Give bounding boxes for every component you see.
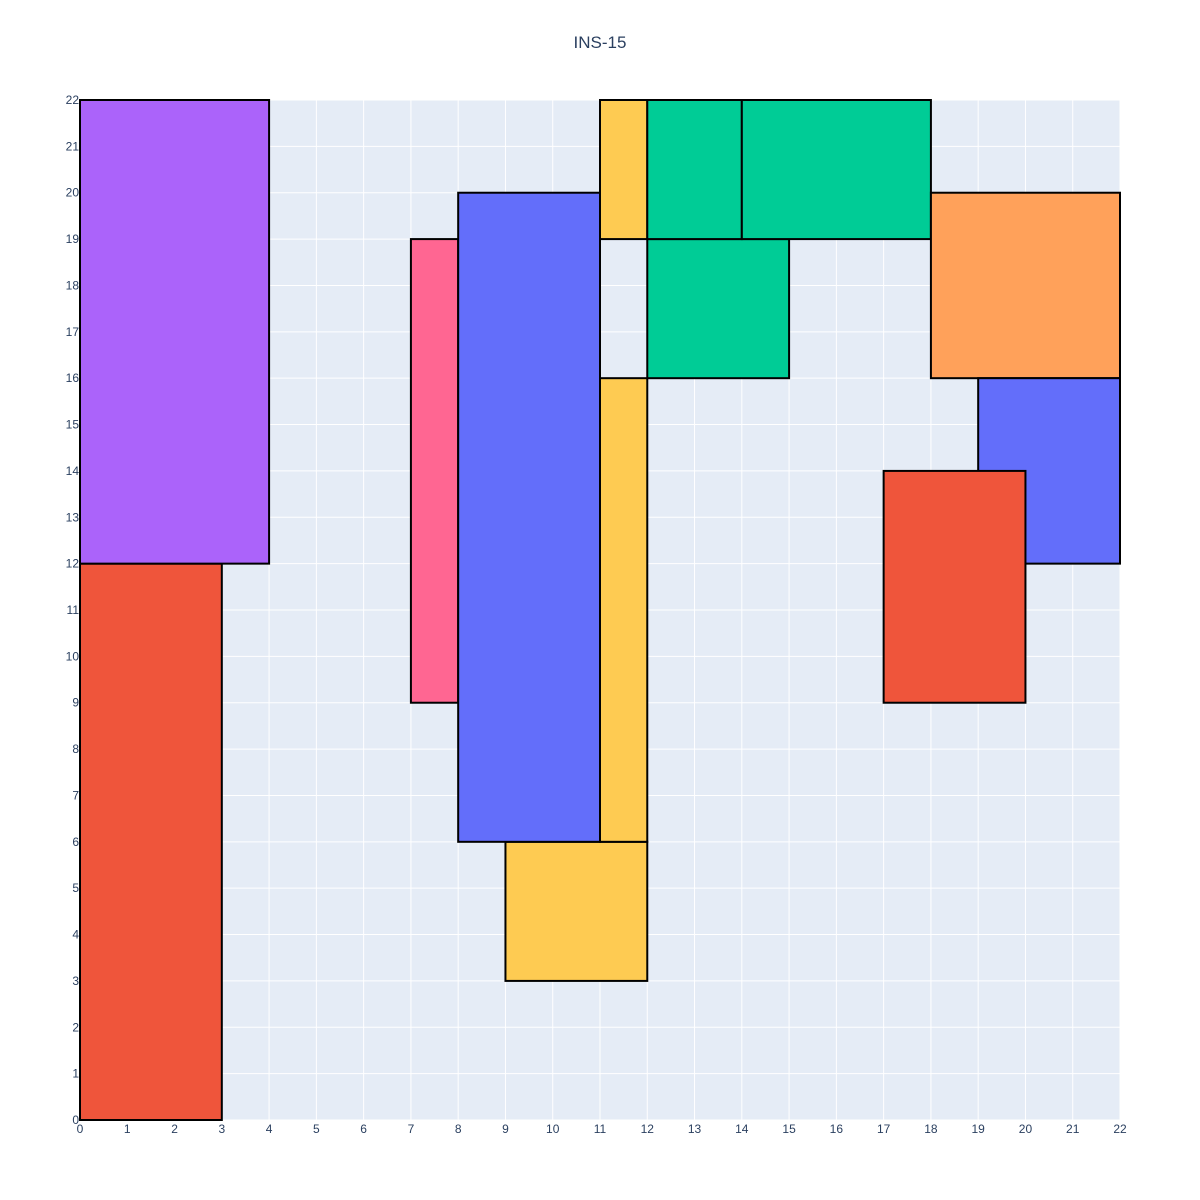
y-tick-label: 22 bbox=[66, 93, 80, 107]
rectangle-11 bbox=[929, 191, 1122, 380]
y-tick-label: 6 bbox=[72, 835, 79, 849]
x-tick-label: 1 bbox=[124, 1122, 131, 1136]
x-tick-label: 11 bbox=[594, 1122, 607, 1136]
y-tick-label: 5 bbox=[72, 881, 79, 895]
rectangle-10 bbox=[740, 99, 932, 241]
rectangle-1 bbox=[79, 562, 223, 1121]
rectangle-3 bbox=[409, 238, 460, 704]
x-tick-label: 4 bbox=[266, 1122, 273, 1136]
x-tick-label: 3 bbox=[218, 1122, 225, 1136]
y-tick-label: 15 bbox=[66, 418, 80, 432]
rectangle-2 bbox=[79, 99, 271, 565]
x-tick-label: 7 bbox=[408, 1122, 415, 1136]
y-tick-label: 2 bbox=[72, 1020, 79, 1034]
rectangle-5 bbox=[599, 377, 649, 843]
x-tick-label: 10 bbox=[546, 1122, 560, 1136]
y-tick-label: 17 bbox=[66, 325, 80, 339]
y-tick-label: 21 bbox=[66, 139, 80, 153]
rectangle-6 bbox=[457, 191, 601, 843]
x-tick-label: 5 bbox=[313, 1122, 320, 1136]
x-tick-label: 0 bbox=[77, 1122, 84, 1136]
y-tick-label: 3 bbox=[72, 974, 79, 988]
x-tick-label: 12 bbox=[641, 1122, 655, 1136]
x-axis: 0 1 2 3 4 5 6 7 8 9 10 11 12 13 14 15 16 17 18 19 20 21 22 bbox=[77, 1122, 1127, 1136]
y-tick-label: 4 bbox=[72, 928, 79, 942]
x-tick-label: 22 bbox=[1113, 1122, 1127, 1136]
y-tick-label: 16 bbox=[66, 371, 80, 385]
y-tick-label: 12 bbox=[66, 557, 80, 571]
rectangle-7 bbox=[599, 99, 649, 241]
x-tick-label: 6 bbox=[360, 1122, 367, 1136]
y-tick-label: 13 bbox=[66, 510, 80, 524]
x-tick-label: 15 bbox=[782, 1122, 796, 1136]
rectangle-8 bbox=[646, 238, 791, 380]
y-tick-label: 1 bbox=[72, 1067, 79, 1081]
rectangles-layer bbox=[79, 99, 1122, 1121]
y-tick-label: 19 bbox=[66, 232, 80, 246]
x-tick-label: 17 bbox=[877, 1122, 891, 1136]
y-tick-label: 8 bbox=[72, 742, 79, 756]
y-tick-label: 18 bbox=[66, 278, 80, 292]
y-tick-label: 9 bbox=[72, 696, 79, 710]
rectangle-9 bbox=[646, 99, 743, 241]
x-tick-label: 19 bbox=[972, 1122, 986, 1136]
rectangle-4 bbox=[504, 840, 649, 982]
y-tick-label: 10 bbox=[66, 649, 80, 663]
x-tick-label: 21 bbox=[1066, 1122, 1080, 1136]
x-tick-label: 8 bbox=[455, 1122, 462, 1136]
y-tick-label: 11 bbox=[67, 603, 80, 617]
x-tick-label: 2 bbox=[171, 1122, 178, 1136]
y-tick-label: 14 bbox=[66, 464, 80, 478]
chart-title: INS-15 bbox=[573, 33, 627, 52]
x-tick-label: 20 bbox=[1019, 1122, 1033, 1136]
y-tick-label: 7 bbox=[72, 788, 79, 802]
rectangle-13 bbox=[882, 469, 1027, 704]
y-tick-label: 0 bbox=[72, 1113, 79, 1127]
x-tick-label: 14 bbox=[735, 1122, 749, 1136]
x-tick-label: 9 bbox=[502, 1122, 509, 1136]
x-tick-label: 16 bbox=[830, 1122, 844, 1136]
y-tick-label: 20 bbox=[66, 186, 80, 200]
x-tick-label: 13 bbox=[688, 1122, 702, 1136]
x-tick-label: 18 bbox=[924, 1122, 938, 1136]
